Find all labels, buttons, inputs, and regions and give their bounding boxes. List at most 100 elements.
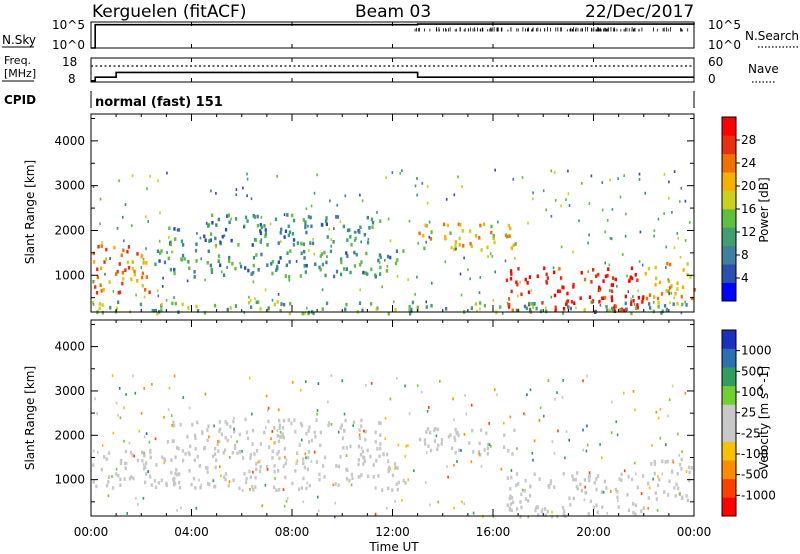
velocity-cell	[426, 409, 429, 413]
velocity-cell	[384, 437, 387, 441]
power-cell	[572, 250, 574, 254]
velocity-cell	[201, 430, 204, 434]
power-cell	[264, 234, 267, 238]
velocity-cell	[251, 412, 253, 416]
power-cell	[631, 276, 634, 281]
velocity-cell	[503, 433, 506, 437]
power-cell	[611, 298, 614, 303]
velocity-cell	[229, 456, 231, 459]
velocity-cell	[305, 456, 307, 460]
freq-series-line	[91, 71, 694, 82]
power-cell	[136, 279, 139, 283]
velocity-cell	[562, 512, 565, 517]
velocity-cell	[511, 500, 515, 505]
power-cell	[428, 220, 431, 224]
power-cell	[291, 213, 294, 218]
velocity-cell	[440, 442, 443, 446]
power-cell	[602, 279, 605, 283]
power-cell	[141, 271, 145, 276]
power-cell	[612, 276, 615, 280]
power-cell	[98, 306, 101, 311]
velocity-cell	[176, 472, 179, 477]
power-cell	[610, 289, 614, 294]
power-cell	[181, 253, 185, 258]
power-cell	[145, 215, 147, 219]
power-cell	[267, 306, 270, 310]
velocity-cell	[413, 469, 415, 473]
power-cell	[239, 261, 241, 265]
velocity-cell	[137, 502, 139, 506]
velocity-cell	[111, 486, 115, 490]
power-cell	[116, 227, 119, 230]
power-cell	[454, 243, 457, 248]
velocity-cell	[404, 454, 407, 458]
velocity-cell	[453, 418, 455, 422]
power-cell	[235, 188, 238, 191]
power-cell	[280, 302, 283, 306]
power-cell	[361, 199, 364, 203]
velocity-cell	[251, 484, 254, 489]
velocity-cell	[132, 476, 135, 481]
velocity-cell	[255, 462, 258, 466]
velocity-cell	[186, 435, 189, 439]
velocity-cell	[527, 515, 530, 519]
power-cell	[109, 257, 111, 260]
velocity-cell	[177, 446, 180, 451]
power-cell	[670, 291, 673, 295]
power-cell	[194, 248, 198, 253]
power-cell	[169, 267, 173, 272]
velocity-cell	[94, 397, 96, 401]
velocity-cell	[255, 448, 259, 453]
power-cell	[288, 230, 292, 234]
power-cell	[358, 301, 362, 305]
power-cell	[222, 273, 226, 277]
velocity-cell	[199, 486, 202, 490]
velocity-cell	[243, 472, 246, 476]
velocity-cell	[623, 391, 625, 395]
velocity-cell	[610, 431, 613, 435]
velocity-cell	[224, 435, 227, 440]
velocity-cell	[369, 454, 372, 459]
power-cell	[96, 275, 99, 280]
power-cell	[425, 240, 427, 244]
power-cell	[346, 238, 349, 242]
velocity-cell	[372, 463, 375, 467]
velocity-cell	[313, 450, 316, 454]
power-cell	[638, 178, 641, 181]
power-cell	[385, 176, 387, 180]
velocity-cell	[241, 489, 244, 492]
power-cell	[182, 243, 185, 247]
velocity-cell	[583, 478, 587, 482]
nsearch-label: N.Search	[745, 29, 799, 43]
power-cell	[109, 306, 112, 310]
power-cell	[209, 232, 213, 236]
velocity-cell	[258, 469, 262, 473]
velocity-colorbar-tick-label: 25	[741, 406, 756, 420]
power-cell	[166, 171, 168, 175]
power-cell	[206, 261, 209, 265]
velocity-cell	[307, 450, 311, 454]
velocity-cell	[105, 457, 108, 461]
power-colorbar-swatch	[722, 117, 736, 136]
velocity-cell	[535, 506, 538, 510]
velocity-cell	[318, 472, 321, 477]
power-cell	[445, 197, 448, 201]
velocity-cell	[627, 508, 631, 513]
velocity-cell	[230, 435, 233, 439]
range-tick-label: 1000	[54, 268, 85, 282]
velocity-cell	[267, 419, 270, 424]
power-cell	[591, 299, 595, 303]
velocity-cell	[457, 433, 460, 438]
nave-tick-top: 60	[708, 55, 723, 69]
power-cell	[613, 309, 616, 313]
power-cell	[324, 273, 327, 278]
velocity-cell	[627, 474, 630, 479]
velocity-cell	[563, 509, 566, 513]
power-cell	[211, 221, 214, 225]
power-cell	[459, 223, 462, 227]
power-cell	[193, 270, 196, 274]
velocity-cell	[550, 514, 554, 519]
power-cell	[93, 260, 96, 264]
